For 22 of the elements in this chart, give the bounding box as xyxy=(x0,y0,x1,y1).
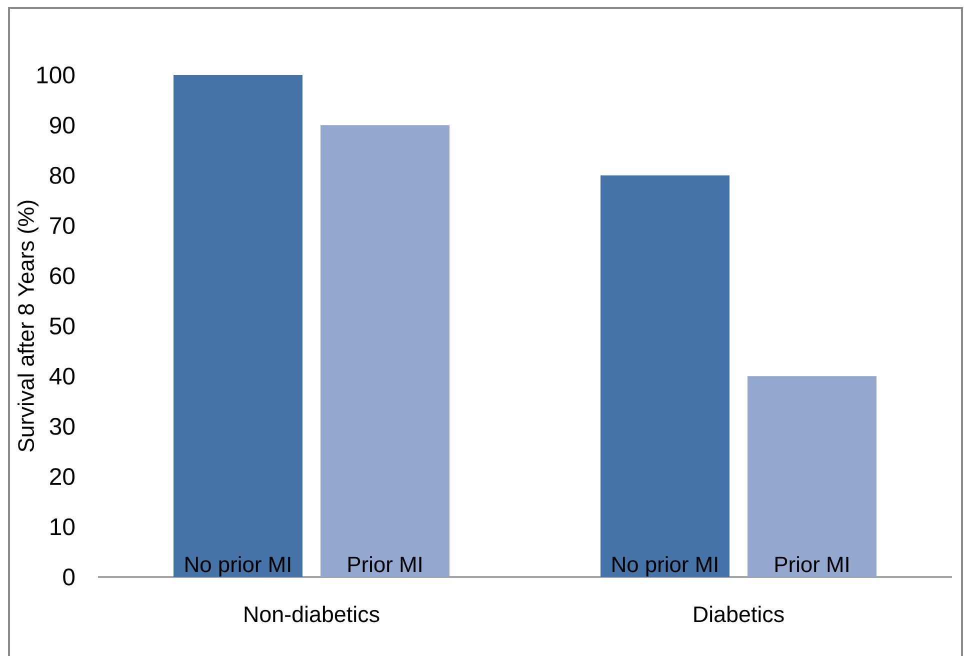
text: No prior MI xyxy=(612,556,718,577)
bar xyxy=(174,74,303,577)
y-tick-label: 80 xyxy=(50,166,75,184)
y-tick-label: 50 xyxy=(50,318,75,334)
x-tick-label: Diabetics xyxy=(694,606,784,622)
series-label: No prior MI xyxy=(186,556,290,577)
y-tick-label: 60 xyxy=(50,267,75,284)
y-tick-label: 20 xyxy=(50,468,75,486)
bar xyxy=(748,376,877,577)
x-tick-label: Non-diabetics xyxy=(244,606,380,622)
y-tick-label: 70 xyxy=(50,217,75,234)
y-tick-label: 0 xyxy=(63,568,75,586)
y-tick-label: 100 xyxy=(37,66,75,84)
bar xyxy=(600,175,730,577)
bar xyxy=(320,125,450,577)
y-tick-label: 10 xyxy=(50,518,75,536)
y-tick-label: 40 xyxy=(49,368,75,385)
y-axis-title: Survival after 8 Years (%) xyxy=(18,200,38,452)
y-tick-label: 30 xyxy=(50,418,75,435)
text: Prior MI xyxy=(775,556,848,572)
y-tick-label: 90 xyxy=(50,116,75,134)
series-label: Prior MI xyxy=(348,556,422,572)
